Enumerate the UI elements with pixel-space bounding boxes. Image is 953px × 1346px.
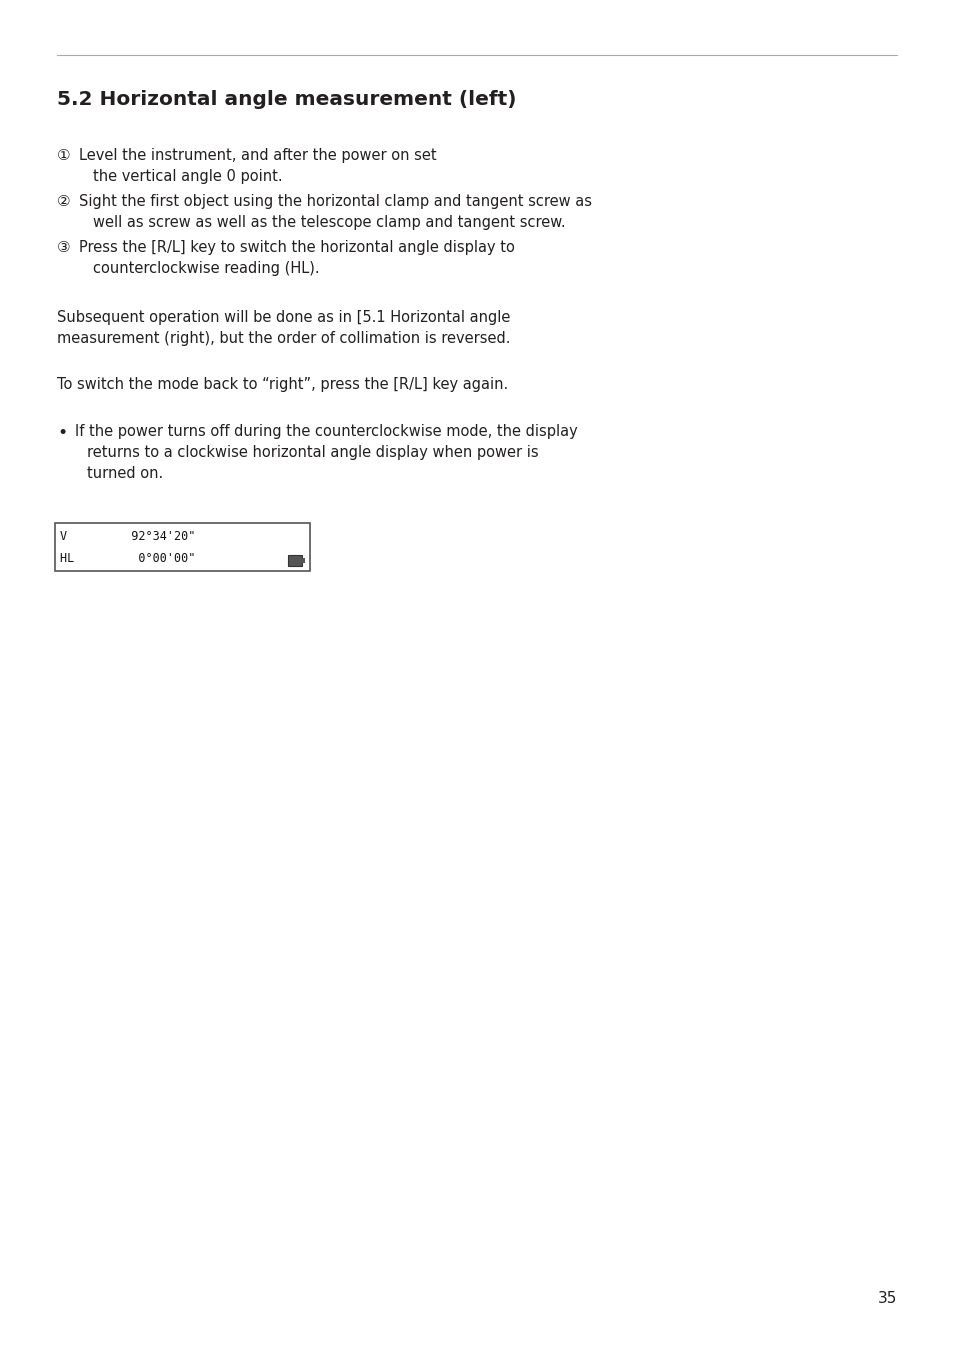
Bar <box>55 524 310 571</box>
Text: Sight the first object using the horizontal clamp and tangent screw as: Sight the first object using the horizon… <box>79 194 592 209</box>
Text: •: • <box>57 424 67 441</box>
Text: Level the instrument, and after the power on set: Level the instrument, and after the powe… <box>79 148 436 163</box>
Bar <box>288 555 302 567</box>
Text: counterclockwise reading (HL).: counterclockwise reading (HL). <box>92 261 319 276</box>
Text: HL         0°00'00": HL 0°00'00" <box>60 552 195 565</box>
Text: If the power turns off during the counterclockwise mode, the display: If the power turns off during the counte… <box>75 424 578 439</box>
Text: the vertical angle 0 point.: the vertical angle 0 point. <box>92 170 282 184</box>
Text: turned on.: turned on. <box>87 466 163 481</box>
Text: well as screw as well as the telescope clamp and tangent screw.: well as screw as well as the telescope c… <box>92 215 565 230</box>
Text: ①: ① <box>57 148 71 163</box>
Text: Press the [R/L] key to switch the horizontal angle display to: Press the [R/L] key to switch the horizo… <box>79 240 515 254</box>
Text: ②: ② <box>57 194 71 209</box>
Bar <box>302 559 305 563</box>
Text: ③: ③ <box>57 240 71 254</box>
Text: returns to a clockwise horizontal angle display when power is: returns to a clockwise horizontal angle … <box>87 446 538 460</box>
Text: measurement (right), but the order of collimation is reversed.: measurement (right), but the order of co… <box>57 331 510 346</box>
Text: V         92°34'20": V 92°34'20" <box>60 530 195 542</box>
Text: To switch the mode back to “right”, press the [R/L] key again.: To switch the mode back to “right”, pres… <box>57 377 508 392</box>
Text: Subsequent operation will be done as in [5.1 Horizontal angle: Subsequent operation will be done as in … <box>57 310 510 324</box>
Text: 5.2 Horizontal angle measurement (left): 5.2 Horizontal angle measurement (left) <box>57 90 516 109</box>
Text: 35: 35 <box>877 1291 896 1306</box>
